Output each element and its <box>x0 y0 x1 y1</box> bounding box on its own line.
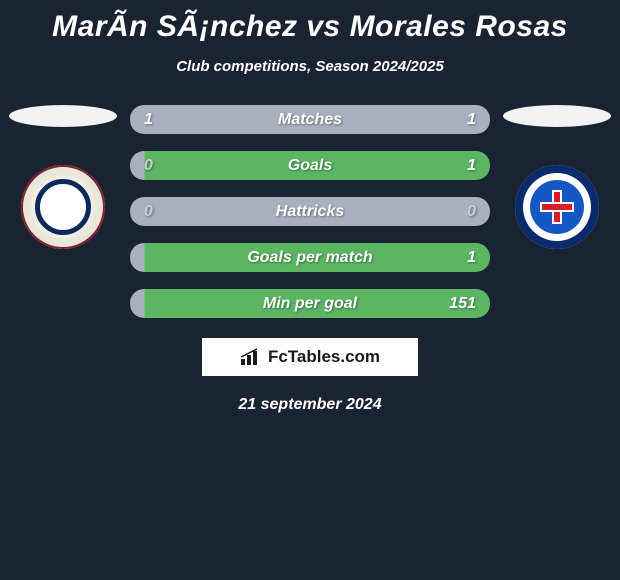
cruz-azul-badge-icon <box>530 180 584 234</box>
comparison-subtitle: Club competitions, Season 2024/2025 <box>0 58 620 75</box>
comparison-title: MarÃ­n SÃ¡nchez vs Morales Rosas <box>0 0 620 44</box>
stat-right-value: 0 <box>467 203 476 221</box>
stat-label: Matches <box>278 111 342 129</box>
bar-chart-icon <box>240 348 262 366</box>
stat-right-value: 1 <box>467 249 476 267</box>
attribution-text: FcTables.com <box>268 347 380 367</box>
stat-label: Min per goal <box>263 295 357 313</box>
stat-bar: Min per goal 151 <box>130 289 490 318</box>
stats-column: 1 Matches 1 0 Goals 1 0 Hattricks 0 Goals per mat… <box>130 105 490 318</box>
right-club-badge <box>515 165 599 249</box>
chivas-badge-icon <box>35 179 91 235</box>
comparison-date: 21 september 2024 <box>0 396 620 414</box>
right-player-pill <box>503 105 611 127</box>
stat-left-value: 1 <box>144 111 153 129</box>
stat-right-value: 151 <box>449 295 476 313</box>
stat-left-value: 0 <box>144 157 153 175</box>
stat-bar: Goals per match 1 <box>130 243 490 272</box>
main-content: 1 Matches 1 0 Goals 1 0 Hattricks 0 Goals per mat… <box>0 105 620 318</box>
left-player-pill <box>9 105 117 127</box>
stat-label: Goals per match <box>247 249 372 267</box>
left-club-badge <box>21 165 105 249</box>
stat-bar: 0 Hattricks 0 <box>130 197 490 226</box>
stat-bar: 1 Matches 1 <box>130 105 490 134</box>
stat-left-value: 0 <box>144 203 153 221</box>
stat-right-value: 1 <box>467 157 476 175</box>
attribution-badge: FcTables.com <box>202 338 418 376</box>
stat-label: Goals <box>288 157 332 175</box>
right-club-column <box>502 105 612 249</box>
stat-right-value: 1 <box>467 111 476 129</box>
left-club-column <box>8 105 118 249</box>
stat-label: Hattricks <box>276 203 344 221</box>
stat-bar: 0 Goals 1 <box>130 151 490 180</box>
